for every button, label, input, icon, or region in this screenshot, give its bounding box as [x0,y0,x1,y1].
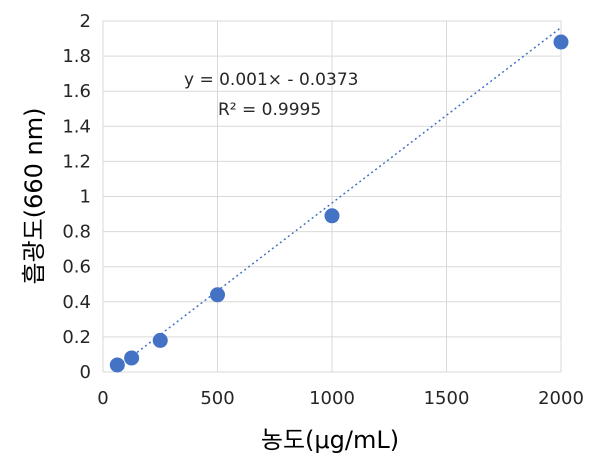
trendline-equation: y = 0.001× - 0.0373 [184,70,358,90]
y-tick-label: 0 [80,362,91,383]
data-points [109,34,569,373]
data-point [152,332,168,348]
trendline [116,26,562,369]
data-point [324,208,340,224]
y-axis-ticks: 0 0.2 0.4 0.6 0.8 1 1.2 1.4 1.6 1.8 2 [62,11,91,383]
y-tick-label: 1.2 [62,151,91,172]
x-tick-label: 0 [97,388,108,409]
x-axis-ticks: 0 500 1000 1500 2000 [97,388,584,409]
y-tick-label: 1.4 [62,116,91,137]
data-point [124,350,140,366]
y-tick-label: 1.8 [62,46,91,67]
r-squared-label: R² = 0.9995 [218,100,321,120]
x-tick-label: 500 [200,388,234,409]
x-axis-title: 농도(μg/mL) [261,426,399,454]
y-tick-label: 0.4 [62,292,91,313]
x-tick-label: 1500 [424,388,470,409]
y-tick-label: 0.8 [62,222,91,243]
data-point [109,357,125,373]
y-tick-label: 0.2 [62,327,91,348]
y-tick-label: 1.6 [62,81,91,102]
y-tick-label: 0.6 [62,257,91,278]
data-point [553,34,569,50]
data-point [210,287,225,303]
grid-lines [102,20,562,373]
y-tick-label: 2 [80,11,91,32]
x-tick-label: 2000 [538,388,584,409]
y-tick-label: 1 [80,187,91,208]
x-tick-label: 1000 [309,388,355,409]
y-axis-title: 흡광도(660 nm) [20,108,48,285]
